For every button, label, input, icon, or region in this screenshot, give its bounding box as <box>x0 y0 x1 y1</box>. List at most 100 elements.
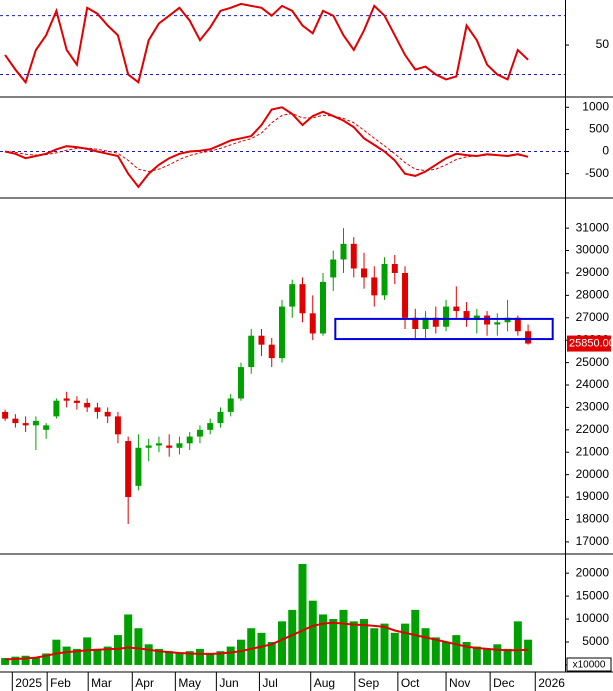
y-tick-label: 5000 <box>582 634 609 648</box>
volume-bar <box>339 609 348 665</box>
candle-body <box>2 411 9 419</box>
x-tick-label: Feb <box>50 676 71 690</box>
volume-bar <box>308 600 317 665</box>
candle-body <box>125 441 132 498</box>
y-tick-label: 21000 <box>576 444 610 458</box>
volume-bar <box>195 648 204 665</box>
volume-bar <box>31 657 40 665</box>
candle-body <box>155 443 162 446</box>
candle-body <box>514 317 521 332</box>
candle-body <box>309 313 316 334</box>
candle-body <box>320 281 327 334</box>
volume-bar <box>236 639 245 665</box>
candle-body <box>207 423 214 430</box>
y-tick-label: 24000 <box>576 377 610 391</box>
y-tick-label: 18000 <box>576 512 610 526</box>
volume-bar <box>319 614 328 665</box>
volume-bar <box>503 648 512 665</box>
volume-bar <box>360 619 369 665</box>
volume-bar <box>11 656 20 665</box>
y-tick-label: 0 <box>602 144 609 158</box>
line <box>4 2 529 85</box>
x-tick-label: Apr <box>135 676 154 690</box>
x-tick-label: Aug <box>314 676 335 690</box>
x-tick-label: May <box>178 676 201 690</box>
volume-bar <box>380 623 389 665</box>
candle-body <box>473 315 480 321</box>
highlight-box <box>334 317 554 341</box>
candle-body <box>268 344 275 359</box>
volume-bar <box>93 648 102 665</box>
candle-body <box>391 263 398 273</box>
volume-bar <box>103 646 112 665</box>
volume-bar <box>483 648 492 665</box>
y-tick-label: 22000 <box>576 422 610 436</box>
candle-body <box>12 418 19 424</box>
candle-body <box>432 317 439 327</box>
volume-bar <box>226 646 235 665</box>
volume-bar <box>21 655 30 665</box>
volume-bar <box>154 648 163 665</box>
candle-body <box>361 268 368 278</box>
volume-bar <box>113 635 122 665</box>
candle-body <box>176 443 183 448</box>
candle-body <box>84 402 91 408</box>
candle-body <box>504 317 511 323</box>
y-tick-label: 19000 <box>576 489 610 503</box>
candle-body <box>237 367 244 399</box>
candle-body <box>196 429 203 437</box>
candle-body <box>371 277 378 296</box>
candle-body <box>422 317 429 329</box>
volume-bar <box>401 623 410 665</box>
y-tick-label: 10000 <box>576 611 610 625</box>
x-tick-label: Jun <box>219 676 238 690</box>
candle-body <box>104 411 111 417</box>
volume-bar <box>452 635 461 665</box>
candle-body <box>484 315 491 325</box>
volume-bar <box>370 628 379 665</box>
x-tick-label: Dec <box>493 676 514 690</box>
y-tick-label: 28000 <box>576 288 610 302</box>
x-tick-label: 2025 <box>15 676 42 690</box>
candle-body <box>43 425 50 430</box>
y-tick-label: 27000 <box>576 310 610 324</box>
volume-bar <box>185 651 194 665</box>
volume-ma-line <box>5 621 529 661</box>
candle-body <box>73 400 80 403</box>
volume-bar <box>493 644 502 665</box>
last-price-label: 25850.00 <box>569 337 613 349</box>
last-price-tag <box>567 335 611 352</box>
volume-bar <box>298 563 307 665</box>
volume-bar <box>175 653 184 665</box>
volume-bar <box>1 658 10 665</box>
candle-body <box>227 398 234 412</box>
candle-body <box>63 398 70 401</box>
volume-bar <box>329 619 338 665</box>
y-tick-label: 20000 <box>576 565 610 579</box>
candle-body <box>494 322 501 325</box>
candle-body <box>114 416 121 435</box>
volume-bar <box>144 644 153 665</box>
candle-body <box>166 445 173 448</box>
candle-body <box>443 306 450 327</box>
candle-body <box>299 284 306 314</box>
candle-body <box>145 445 152 448</box>
candle-body <box>350 243 357 269</box>
volume-bar <box>72 648 81 665</box>
y-tick-label: 50 <box>596 37 610 51</box>
candle-body <box>340 243 347 260</box>
volume-bar <box>267 641 276 665</box>
x-tick-label: Jul <box>262 676 277 690</box>
volume-bar <box>472 646 481 665</box>
volume-bar <box>442 641 451 665</box>
volume-bar <box>513 621 522 665</box>
volume-bar <box>431 637 440 665</box>
candle-body <box>135 447 142 486</box>
x-tick-label: Nov <box>449 676 470 690</box>
candle-body <box>32 420 39 426</box>
y-tick-label: 15000 <box>576 588 610 602</box>
volume-bar <box>165 651 174 665</box>
volume-bar <box>42 653 51 665</box>
candle-body <box>402 272 409 318</box>
